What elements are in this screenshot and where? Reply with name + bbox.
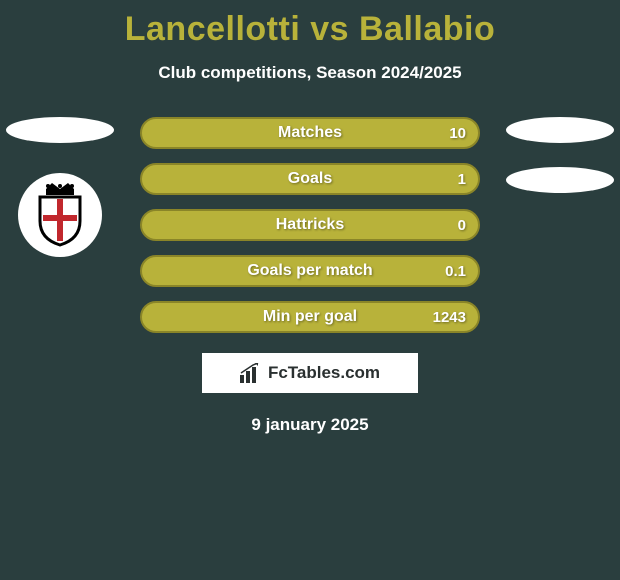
stat-value: 1: [458, 171, 466, 188]
stat-label: Goals per match: [247, 262, 372, 280]
left-player-oval: [6, 117, 114, 143]
stat-row-goals-per-match: Goals per match 0.1: [140, 255, 480, 287]
brand-label: FcTables.com: [268, 363, 380, 383]
brand-box: FcTables.com: [202, 353, 418, 393]
right-player-oval-1: [506, 117, 614, 143]
stat-value: 10: [449, 125, 466, 142]
stat-row-min-per-goal: Min per goal 1243: [140, 301, 480, 333]
date-label: 9 january 2025: [0, 415, 620, 435]
bar-chart-icon: [240, 363, 262, 383]
stat-value: 1243: [433, 309, 466, 326]
stat-row-goals: Goals 1: [140, 163, 480, 195]
subtitle: Club competitions, Season 2024/2025: [0, 63, 620, 83]
stat-value: 0: [458, 217, 466, 234]
page-title: Lancellotti vs Ballabio: [0, 0, 620, 49]
stat-row-matches: Matches 10: [140, 117, 480, 149]
stat-label: Matches: [278, 124, 342, 142]
comparison-panel: Matches 10 Goals 1 Hattricks 0 Goals per…: [0, 117, 620, 333]
stat-row-hattricks: Hattricks 0: [140, 209, 480, 241]
left-club-badge: [18, 173, 102, 257]
stat-value: 0.1: [445, 263, 466, 280]
right-player-oval-2: [506, 167, 614, 193]
stat-label: Min per goal: [263, 308, 357, 326]
stat-label: Goals: [288, 170, 332, 188]
shield-crest-icon: [32, 183, 88, 247]
stat-label: Hattricks: [276, 216, 344, 234]
